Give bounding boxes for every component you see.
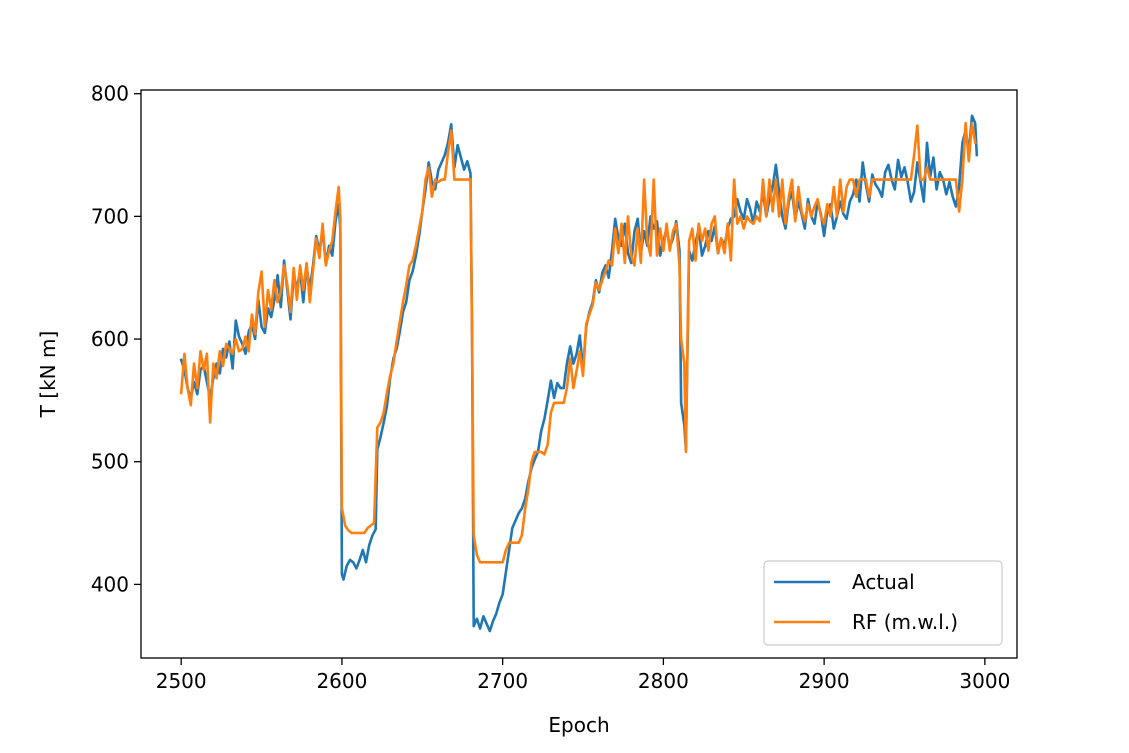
y-axis-label: T [kN m] xyxy=(36,331,60,419)
x-axis: 2500 2600 2700 2800 2900 3000 xyxy=(156,658,1010,693)
y-tick-label: 600 xyxy=(91,327,129,351)
y-tick-label: 500 xyxy=(91,450,129,474)
legend-label-rf: RF (m.w.l.) xyxy=(852,610,958,634)
x-tick-label: 2600 xyxy=(316,669,367,693)
series-line-rf xyxy=(179,121,977,564)
y-tick-label: 400 xyxy=(91,572,129,596)
series-layer xyxy=(179,114,979,633)
x-tick-label: 3000 xyxy=(959,669,1010,693)
y-axis: 400 500 600 700 800 xyxy=(91,82,141,596)
x-tick-label: 2800 xyxy=(638,669,689,693)
y-tick-label: 800 xyxy=(91,82,129,106)
plot-frame xyxy=(140,89,1018,659)
legend-label-actual: Actual xyxy=(852,570,915,594)
x-tick-label: 2500 xyxy=(156,669,207,693)
series-line-actual xyxy=(179,114,979,633)
y-tick-label: 700 xyxy=(91,204,129,228)
x-tick-label: 2900 xyxy=(799,669,850,693)
x-axis-label: Epoch xyxy=(548,713,609,737)
legend: Actual RF (m.w.l.) xyxy=(763,560,1003,646)
x-tick-label: 2700 xyxy=(477,669,528,693)
